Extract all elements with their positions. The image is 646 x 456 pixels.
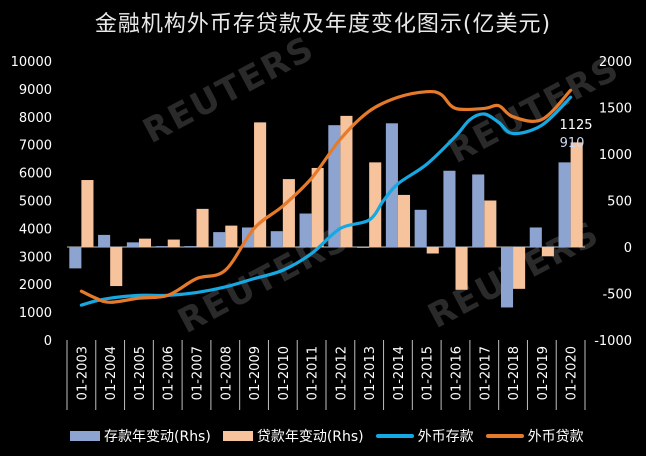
left-axis-tick-label: 9000 [19,83,52,98]
deposit-change-bar [69,247,82,269]
x-axis-tick-label: 01-2004 [104,346,119,400]
left-axis-tick-label: 7000 [19,139,52,154]
left-axis-tick-label: 2000 [19,278,52,293]
loan-change-bar [254,122,267,247]
right-axis-tick-label: 0 [624,241,632,256]
chart-title: 金融机构外币存贷款及年度变化图示(亿美元) [94,12,552,37]
left-axis-tick-label: 5000 [19,195,52,210]
deposit-change-bar [500,247,514,308]
x-axis-tick-label: 01-2003 [75,346,90,400]
right-axis-tick-label: 2000 [599,55,632,70]
loan-change-bar [81,180,94,247]
x-axis-tick-label: 01-2018 [507,346,522,400]
fx-loans-line [79,88,573,304]
legend-label-fx-loans: 外币贷款 [527,429,584,445]
deposit-change-bar [299,213,312,247]
deposit-change-bar [213,232,226,247]
fx-deposits-line [79,95,573,307]
left-axis-tick-label: 1000 [19,306,52,321]
legend-swatch-deposit-change [70,431,100,441]
x-axis-tick-label: 01-2012 [334,346,349,400]
left-axis-tick-label: 6000 [19,167,52,182]
legend-item-deposit-change: 存款年变动(Rhs) [70,426,211,446]
legend-item-loan-change: 贷款年变动(Rhs) [222,426,364,446]
right-axis-tick-label: -1000 [594,334,632,349]
data-label: 910 [560,136,585,151]
data-label: 1125 [559,118,592,133]
deposit-change-bar [270,231,283,247]
left-axis-tick-label: 3000 [19,250,52,265]
right-axis-tick-label: 1500 [599,102,632,117]
legend-swatch-fx-deposits [375,434,414,438]
loan-change-bar [196,208,209,247]
loan-change-bar [369,162,382,247]
x-axis-tick-label: 01-2017 [478,346,493,400]
left-axis-tick-label: 8000 [19,111,52,126]
x-axis-tick-label: 01-2015 [421,346,436,400]
legend-item-fx-loans: 外币贷款 [485,426,584,446]
deposit-change-bar [126,242,139,247]
right-axis-tick-label: 1000 [599,148,632,163]
x-axis-tick-label: 01-2016 [450,346,465,400]
deposit-change-bar [98,234,111,247]
x-axis-tick-label: 01-2011 [306,346,321,400]
x-axis-tick-label: 01-2014 [392,346,407,400]
x-axis-tick-label: 01-2020 [565,346,580,400]
left-axis-tick-label: 10000 [11,55,52,70]
x-axis-tick-label: 01-2009 [248,346,263,400]
deposit-change-bar [443,170,456,247]
deposit-change-bar [155,246,168,248]
loan-change-bar [397,194,411,247]
loan-change-bar [138,238,152,247]
left-axis-tick-label: 0 [44,334,52,349]
legend-swatch-fx-loans [485,434,524,438]
x-axis-tick-label: 01-2010 [277,346,292,400]
deposit-change-bar [414,209,427,247]
left-axis-tick-label: 4000 [19,222,52,237]
loan-change-bar [541,247,554,257]
deposit-change-bar [558,162,571,247]
x-axis-tick-label: 01-2007 [191,346,206,400]
loan-change-bar [225,225,238,247]
loan-change-bar [340,115,353,248]
deposit-change-bar [357,247,370,248]
loan-change-bar [426,247,439,254]
legend-label-deposit-change: 存款年变动(Rhs) [104,429,211,445]
legend-label-loan-change: 贷款年变动(Rhs) [256,429,364,445]
x-axis-tick-label: 01-2019 [536,346,551,400]
loan-change-bar [110,247,123,287]
deposit-change-bar [184,246,197,248]
loan-change-bar [167,239,180,247]
legend-swatch-loan-change [222,431,253,441]
right-axis-tick-label: 500 [607,195,632,210]
deposit-change-bar [385,123,398,247]
chart-legend: 存款年变动(Rhs) 贷款年变动(Rhs) 外币存款 外币贷款 [70,424,596,448]
right-axis-tick-label: -500 [602,288,632,303]
deposit-change-bar [529,227,542,247]
loan-change-bar [455,247,468,290]
x-axis-tick-label: 01-2013 [363,346,378,400]
x-axis-tick-label: 01-2005 [133,346,148,400]
legend-item-fx-deposits: 外币存款 [375,426,474,446]
deposit-change-bar [328,125,341,247]
loan-change-bar [570,142,583,247]
x-axis-tick-label: 01-2006 [162,346,177,400]
loan-change-bar [311,167,324,247]
loan-change-bar [282,179,295,247]
legend-label-fx-deposits: 外币存款 [417,429,474,445]
deposit-change-bar [472,174,485,247]
loan-change-bar [484,200,497,247]
loan-change-bar [513,247,526,289]
x-axis-tick-label: 01-2008 [219,346,234,400]
